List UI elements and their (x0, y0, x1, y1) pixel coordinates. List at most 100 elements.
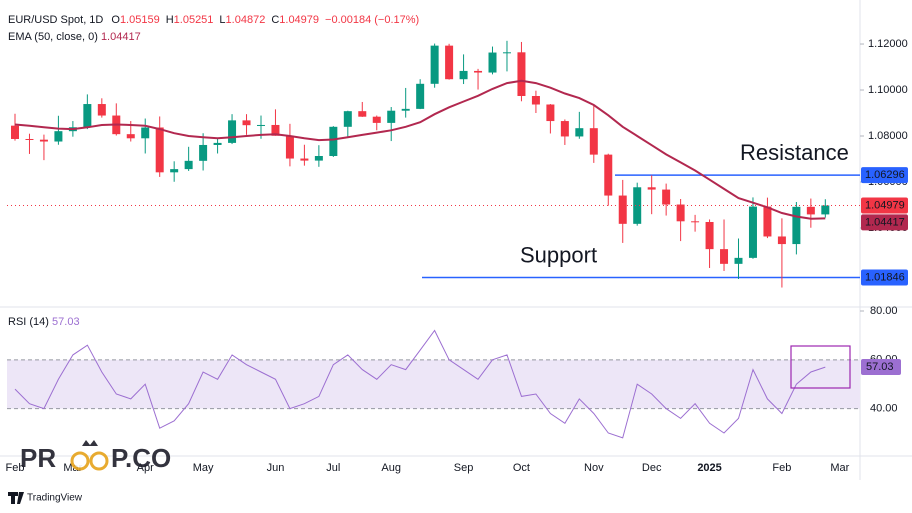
candle-body (329, 126, 338, 157)
y-tick-label: 1.10000 (868, 84, 908, 96)
candle-body (141, 127, 150, 139)
ohlc-value: 1.04979 (279, 14, 319, 26)
candle-body (83, 104, 92, 128)
candle-body (546, 104, 555, 122)
candle-body (618, 195, 627, 224)
candle-body (589, 128, 598, 155)
candle-body (531, 95, 540, 105)
highlight-box (790, 345, 851, 389)
x-tick-label: Dec (642, 462, 662, 474)
rsi-band (7, 359, 860, 409)
candle-body (662, 189, 671, 205)
price-box (861, 197, 908, 214)
x-tick-label: Nov (584, 462, 604, 474)
candle-body (401, 108, 410, 111)
candle-body (97, 104, 106, 116)
candle-body (54, 131, 63, 142)
rsi-box-label: 57.03 (866, 361, 894, 373)
logo-eye (70, 451, 90, 471)
x-tick-label: Jun (267, 462, 285, 474)
candle-body (25, 138, 34, 140)
x-tick-label: 2025 (697, 462, 721, 474)
x-tick-label: Feb (772, 462, 791, 474)
x-tick-label: Jul (326, 462, 340, 474)
price-box (861, 214, 908, 231)
candle-body (633, 187, 642, 224)
candle-body (170, 169, 179, 173)
x-tick-label: Mar (830, 462, 849, 474)
ohlc-key: O (111, 14, 120, 26)
watermark-text: PR (20, 443, 56, 473)
x-tick-label: Apr (137, 462, 154, 474)
price-box-label: 1.06296 (865, 169, 905, 181)
rsi-legend: RSI (14) 57.03 (8, 316, 80, 328)
candle-body (459, 70, 468, 80)
x-tick-label: Sep (454, 462, 474, 474)
x-tick-label: May (193, 462, 214, 474)
candle-body (300, 158, 309, 161)
candle-body (691, 221, 700, 223)
y-tick-label: 1.08000 (868, 130, 908, 142)
candle-body (806, 206, 815, 215)
level-name: Support (520, 242, 597, 267)
watermark-text: P.CO (111, 443, 171, 473)
ema-line (14, 79, 826, 220)
candle-body (387, 110, 396, 123)
rsi-name: RSI (14) (8, 316, 49, 328)
watermark: PR P.CO (20, 440, 171, 473)
candle-body (430, 45, 439, 84)
plot-layer: 1.120001.100001.080001.060001.0400080.00… (6, 38, 908, 474)
y-tick-label: 1.12000 (868, 38, 908, 50)
ohlc-value: 1.05251 (174, 14, 214, 26)
candle-body (256, 124, 265, 126)
candle-body (604, 154, 613, 196)
candle-body (763, 206, 772, 237)
candle-body (647, 187, 656, 190)
price-box (861, 167, 908, 184)
candle-body (575, 128, 584, 137)
logo-crown (82, 440, 98, 446)
candle-body (416, 83, 425, 109)
x-tick-label: Aug (381, 462, 401, 474)
footer-logo (8, 492, 24, 504)
candle-body (502, 52, 511, 54)
candle-body (488, 52, 497, 73)
candle-body (343, 111, 352, 127)
candle-body (676, 204, 685, 222)
candle-body (445, 45, 454, 80)
candle-body (517, 52, 526, 96)
ohlc-key: L (219, 14, 225, 26)
candle-body (213, 142, 222, 145)
ohlc-value: 1.04872 (226, 14, 266, 26)
change: −0.00184 (−0.17%) (325, 14, 419, 26)
candle-body (474, 70, 483, 73)
ohlc-key: H (166, 14, 174, 26)
candle-body (285, 135, 294, 159)
candle-body (560, 121, 569, 137)
rsi-box (861, 359, 901, 376)
candle-body (271, 124, 280, 136)
price-box-label: 1.04417 (865, 216, 905, 228)
candle-body (126, 134, 135, 139)
price-box-label: 1.01846 (865, 271, 905, 283)
candle-body (39, 139, 48, 142)
candle-body (314, 156, 323, 161)
candle-body (358, 111, 367, 117)
candle-body (242, 120, 251, 126)
logo-eye (89, 451, 109, 471)
candle-body (228, 120, 237, 143)
candle-body (734, 257, 743, 264)
x-tick-label: Feb (6, 462, 25, 474)
candle-body (155, 127, 164, 173)
candle-body (720, 249, 729, 264)
candle-body (792, 206, 801, 245)
candle-body (199, 144, 208, 161)
rsi-line (14, 329, 826, 439)
candle-body (705, 221, 714, 250)
candle-body (11, 125, 19, 139)
level-name: Resistance (740, 140, 849, 165)
chart-title: EUR/USD Spot, 1D (8, 14, 103, 26)
footer: TradingView (27, 493, 83, 504)
